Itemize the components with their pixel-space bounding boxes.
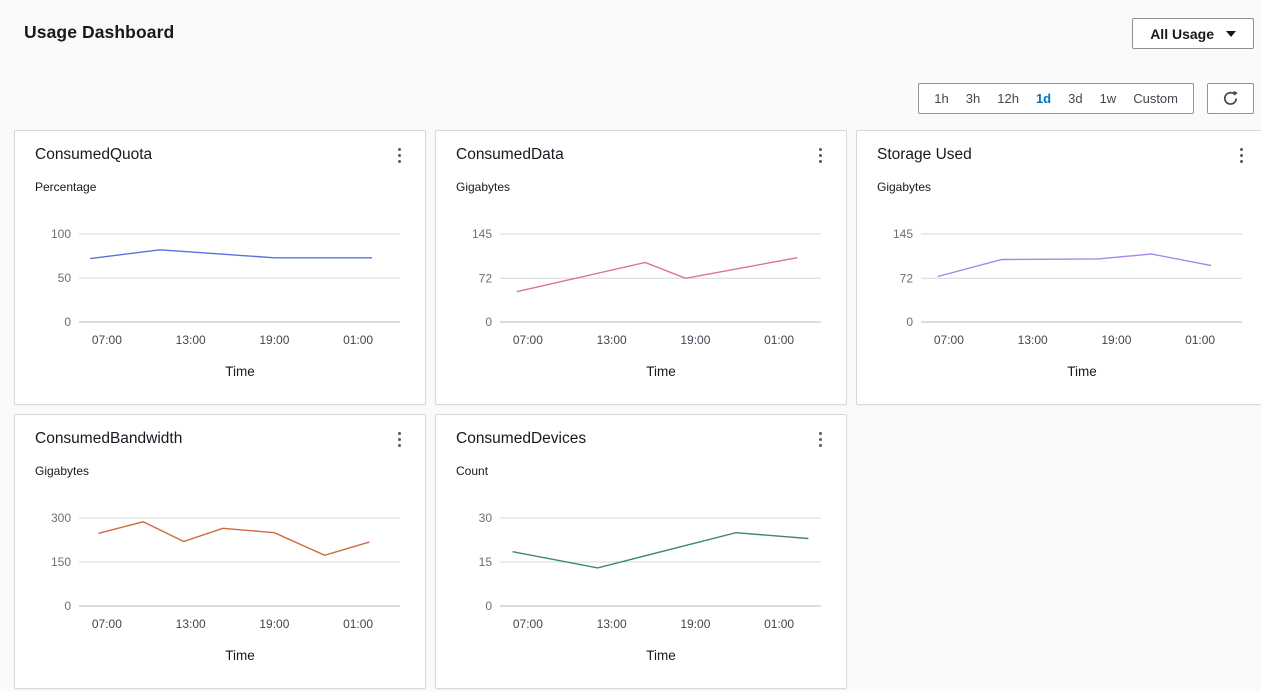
time-range-1w[interactable]: 1w (1099, 91, 1117, 106)
x-tick-label: 19:00 (680, 333, 710, 347)
y-tick-label: 0 (64, 315, 71, 329)
time-range-1h[interactable]: 1h (934, 91, 949, 106)
x-tick-label: 07:00 (92, 617, 122, 631)
x-tick-label: 19:00 (259, 617, 289, 631)
time-range-custom[interactable]: Custom (1133, 91, 1178, 106)
card-header: ConsumedData (456, 146, 826, 165)
time-range-group: 1h 3h 12h 1d 3d 1w Custom (918, 83, 1194, 114)
x-tick-label: 13:00 (176, 617, 206, 631)
data-line (90, 249, 373, 260)
time-range-3d[interactable]: 3d (1068, 91, 1083, 106)
card-header: ConsumedDevices (456, 430, 826, 449)
x-tick-label: 01:00 (764, 617, 794, 631)
kebab-menu-icon[interactable] (815, 146, 826, 165)
usage-dropdown-button[interactable]: All Usage (1132, 18, 1254, 49)
chart-card-storage-used: Storage Used Gigabytes 145 72 0 07:00 13:00 1… (856, 130, 1261, 405)
x-tick-label: 19:00 (680, 617, 710, 631)
x-tick-label: 13:00 (597, 333, 627, 347)
x-tick-label: 01:00 (343, 617, 373, 631)
y-tick-label: 300 (51, 511, 71, 525)
y-tick-label: 50 (58, 271, 72, 285)
chart-canvas: 30 15 0 07:00 13:00 19:00 01:00 Time (479, 511, 821, 663)
y-tick-label: 150 (51, 555, 71, 569)
chart-unit-label: Gigabytes (456, 180, 511, 195)
refresh-icon (1223, 90, 1238, 105)
chevron-down-icon (1226, 30, 1236, 37)
y-tick-label: 0 (64, 599, 71, 613)
chart-unit-label: Gigabytes (877, 180, 932, 195)
data-line (937, 253, 1212, 278)
x-tick-label: 07:00 (513, 617, 543, 631)
kebab-menu-icon[interactable] (394, 146, 405, 165)
data-line (98, 521, 370, 557)
chart-canvas: 145 72 0 07:00 13:00 19:00 01:00 Time (893, 227, 1242, 379)
x-axis-label: Time (646, 648, 676, 663)
usage-dropdown-label: All Usage (1150, 25, 1214, 42)
kebab-menu-icon[interactable] (815, 430, 826, 449)
data-line (512, 532, 809, 569)
x-axis-label: Time (1067, 364, 1097, 379)
card-header: ConsumedQuota (35, 146, 405, 165)
chart-title: ConsumedDevices (456, 430, 587, 447)
chart-card-consumedquota: ConsumedQuota Percentage 100 50 0 07:00 13:0… (14, 130, 426, 405)
y-tick-label: 15 (479, 555, 493, 569)
cards-grid: ConsumedQuota Percentage 100 50 0 07:00 13:0… (14, 130, 1261, 689)
x-tick-label: 07:00 (934, 333, 964, 347)
y-tick-label: 0 (485, 599, 492, 613)
x-tick-label: 19:00 (1101, 333, 1131, 347)
chart-canvas: 145 72 0 07:00 13:00 19:00 01:00 Time (472, 227, 821, 379)
y-tick-label: 0 (906, 315, 913, 329)
x-axis-label: Time (225, 648, 255, 663)
chart-card-consumedbandwidth: ConsumedBandwidth Gigabytes 300 150 0 07:00… (14, 414, 426, 689)
y-tick-label: 0 (485, 315, 492, 329)
card-header: ConsumedBandwidth (35, 430, 405, 449)
x-tick-label: 07:00 (513, 333, 543, 347)
chart-unit-label: Percentage (35, 180, 97, 195)
kebab-menu-icon[interactable] (1236, 146, 1247, 165)
y-tick-label: 145 (472, 227, 492, 241)
chart-title: ConsumedBandwidth (35, 430, 183, 447)
chart-card-consumeddata: ConsumedData Gigabytes 145 72 0 07:00 13:00 1… (435, 130, 847, 405)
x-tick-label: 01:00 (343, 333, 373, 347)
chart-unit-label: Count (456, 464, 489, 479)
time-range-12h[interactable]: 12h (997, 91, 1019, 106)
time-range-3h[interactable]: 3h (965, 91, 981, 106)
y-tick-label: 72 (479, 271, 493, 285)
kebab-menu-icon[interactable] (394, 430, 405, 449)
chart-unit-label: Gigabytes (35, 464, 90, 479)
chart-title: ConsumedData (456, 146, 564, 163)
x-tick-label: 01:00 (764, 333, 794, 347)
x-tick-label: 13:00 (176, 333, 206, 347)
y-tick-label: 145 (893, 227, 913, 241)
time-range-1d[interactable]: 1d (1035, 91, 1052, 106)
y-tick-label: 30 (479, 511, 493, 525)
x-axis-label: Time (225, 364, 255, 379)
x-tick-label: 13:00 (597, 617, 627, 631)
chart-card-consumeddevices: ConsumedDevices Count 30 15 0 07:00 13:00 19:… (435, 414, 847, 689)
refresh-button[interactable] (1207, 83, 1254, 114)
x-tick-label: 07:00 (92, 333, 122, 347)
chart-canvas: 300 150 0 07:00 13:00 19:00 01:00 Time (51, 511, 400, 663)
page-title: Usage Dashboard (24, 22, 175, 42)
y-tick-label: 72 (900, 271, 914, 285)
x-tick-label: 01:00 (1185, 333, 1215, 347)
top-bar: Usage Dashboard All Usage (0, 0, 1261, 49)
chart-canvas: 100 50 0 07:00 13:00 19:00 01:00 Time (51, 227, 400, 379)
y-tick-label: 100 (51, 227, 71, 241)
x-axis-label: Time (646, 364, 676, 379)
data-line (516, 257, 798, 293)
chart-title: ConsumedQuota (35, 146, 153, 163)
card-header: Storage Used (877, 146, 1247, 165)
x-tick-label: 13:00 (1018, 333, 1048, 347)
toolbar-row: 1h 3h 12h 1d 3d 1w Custom (0, 83, 1254, 114)
x-tick-label: 19:00 (259, 333, 289, 347)
chart-title: Storage Used (877, 146, 972, 163)
